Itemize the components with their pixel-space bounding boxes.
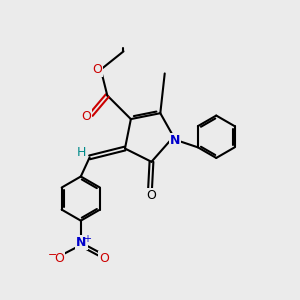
Text: −: − (48, 250, 58, 260)
Text: +: + (83, 234, 91, 244)
Text: N: N (170, 134, 180, 147)
Text: O: O (146, 189, 156, 202)
Text: O: O (54, 252, 64, 265)
Text: O: O (81, 110, 91, 123)
Text: O: O (99, 252, 109, 265)
Text: O: O (92, 62, 102, 76)
Text: N: N (76, 236, 87, 249)
Text: H: H (77, 146, 86, 159)
